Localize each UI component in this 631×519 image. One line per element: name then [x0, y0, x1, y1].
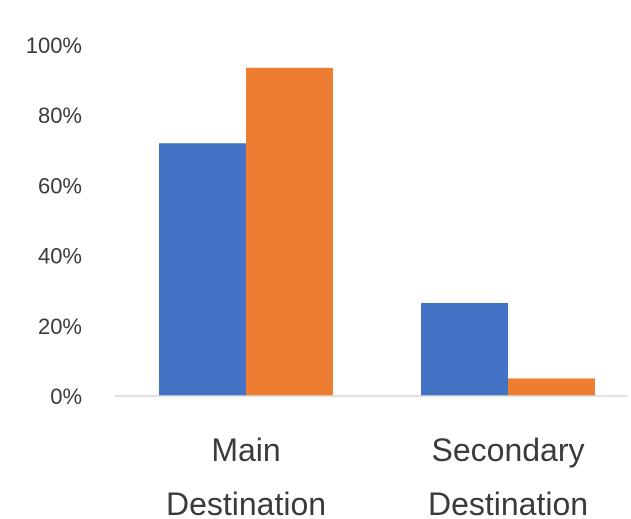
y-tick-label-4: 80%	[38, 103, 82, 128]
y-tick-label-3: 60%	[38, 173, 82, 198]
y-tick-label-2: 40%	[38, 244, 82, 269]
x-category-label-0-line0: Main	[211, 432, 280, 468]
x-category-label-1-line0: Secondary	[432, 432, 585, 468]
y-tick-label-0: 0%	[50, 384, 82, 409]
x-category-label-0-line1: Destination	[166, 486, 326, 519]
y-tick-label-1: 20%	[38, 314, 82, 339]
bar-series1-cat1	[508, 378, 595, 396]
bar-series1-cat0	[246, 67, 333, 396]
bar-series0-cat0	[159, 143, 246, 396]
x-category-label-1-line1: Destination	[428, 486, 588, 519]
bars-group	[159, 67, 595, 396]
y-axis-ticks: 0% 20% 40% 60% 80% 100%	[26, 33, 82, 409]
bar-series0-cat1	[421, 302, 508, 396]
x-axis-category-labels: Main Destination Secondary Destination	[166, 432, 588, 519]
y-tick-label-5: 100%	[26, 33, 82, 58]
